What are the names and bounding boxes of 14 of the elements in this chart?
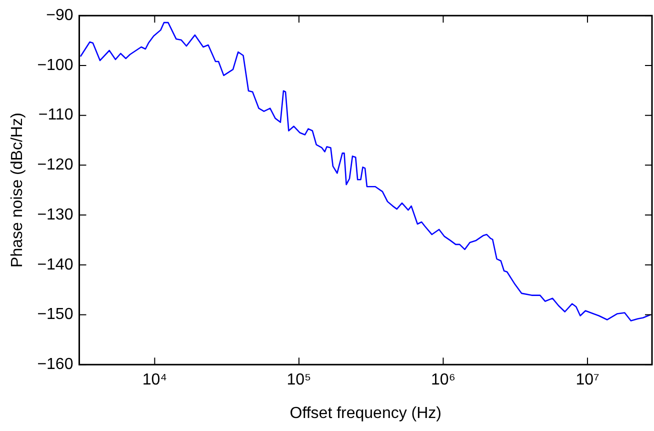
y-tick-label: −120 <box>37 156 74 174</box>
y-axis-title: Phase noise (dBc/Hz) <box>9 112 26 268</box>
y-tick-label: −130 <box>37 206 74 224</box>
x-axis-title: Offset frequency (Hz) <box>290 404 442 422</box>
y-tick-label: −110 <box>38 106 74 124</box>
y-tick-label: −160 <box>37 356 74 374</box>
x-tick-label: 10⁴ <box>142 372 168 389</box>
y-tick-label: −140 <box>37 256 74 274</box>
x-tick-label: 10⁶ <box>431 372 456 389</box>
x-tick-label: 10⁷ <box>576 372 600 389</box>
y-tick-label: −150 <box>37 306 74 324</box>
y-tick-label: −100 <box>37 56 74 74</box>
x-tick-label: 10⁵ <box>286 372 312 389</box>
y-tick-label: −90 <box>46 7 74 24</box>
